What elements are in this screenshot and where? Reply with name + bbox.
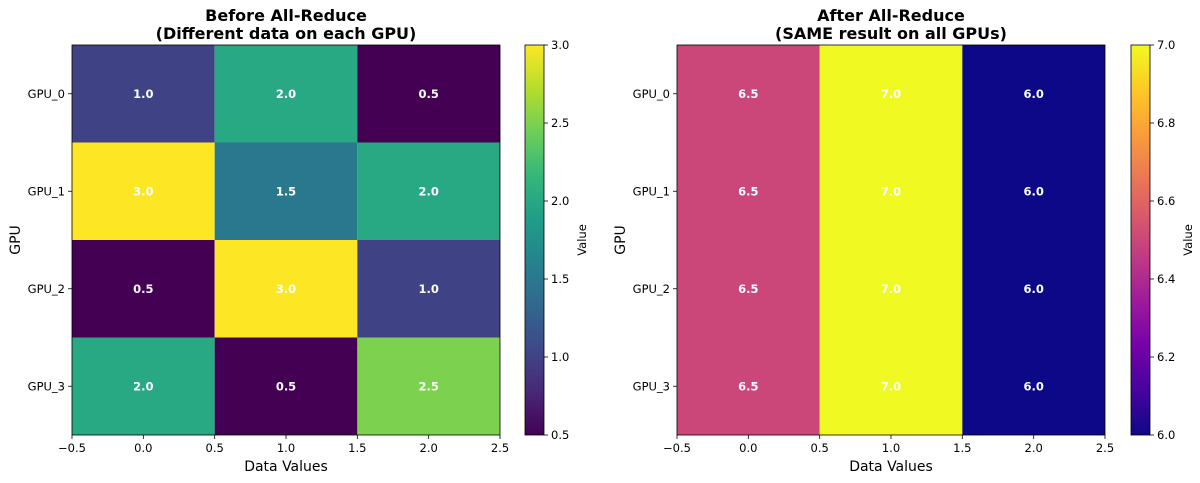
heatmap-cell	[214, 142, 358, 240]
x-tick-label: 0.0	[739, 441, 757, 455]
heatmap-cell	[214, 240, 358, 338]
heatmap-cell	[962, 45, 1105, 143]
heatmap-cell	[357, 142, 500, 240]
colorbar-tick-label: 2.0	[551, 194, 569, 208]
y-tick-label: GPU_2	[633, 282, 670, 296]
colorbar-tick-label: 1.5	[551, 272, 569, 286]
y-tick-label: GPU_3	[633, 379, 670, 393]
cell-value-label: 6.5	[738, 282, 758, 296]
heatmap-cell	[819, 240, 963, 338]
cell-value-label: 1.0	[133, 87, 153, 101]
cell-value-label: 7.0	[881, 282, 901, 296]
cell-value-label: 6.0	[1023, 379, 1043, 393]
cell-value-label: 1.5	[276, 184, 296, 198]
heatmap-cell	[819, 142, 963, 240]
cell-value-label: 6.0	[1023, 282, 1043, 296]
x-tick-label: 0.5	[206, 441, 224, 455]
x-tick-label: 2.0	[1025, 441, 1043, 455]
heatmap-cell	[677, 45, 820, 143]
heatmap-cell	[962, 337, 1105, 435]
y-tick-label: GPU_2	[28, 282, 65, 296]
x-tick-label: −0.5	[58, 441, 86, 455]
cell-value-label: 2.0	[133, 379, 153, 393]
cell-value-label: 7.0	[881, 87, 901, 101]
cell-value-label: 7.0	[881, 379, 901, 393]
x-tick-label: 2.0	[420, 441, 438, 455]
y-tick-label: GPU_3	[28, 379, 65, 393]
x-axis-label: Data Values	[849, 459, 933, 475]
y-axis-label: GPU	[8, 225, 24, 255]
cell-value-label: 6.5	[738, 87, 758, 101]
colorbar	[524, 44, 545, 436]
heatmap-cell	[357, 337, 500, 435]
colorbar-tick-label: 1.0	[551, 350, 569, 364]
y-tick-label: GPU_0	[28, 87, 65, 101]
heatmap-cell	[214, 337, 358, 435]
heatmap-cell	[819, 45, 963, 143]
x-tick-label: 1.0	[277, 441, 295, 455]
heatmap-cell	[677, 240, 820, 338]
x-tick-label: 1.5	[348, 441, 366, 455]
x-tick-label: 0.5	[811, 441, 829, 455]
cell-value-label: 6.0	[1023, 87, 1043, 101]
cell-value-label: 1.0	[418, 282, 438, 296]
cell-value-label: 2.0	[276, 87, 296, 101]
colorbar-tick-label: 6.6	[1157, 194, 1175, 208]
x-tick-label: 2.5	[491, 441, 509, 455]
x-tick-label: 2.5	[1096, 441, 1114, 455]
chart-title-line: After All-Reduce	[817, 6, 965, 25]
colorbar-tick-label: 6.2	[1157, 350, 1175, 364]
y-tick-label: GPU_0	[633, 87, 670, 101]
x-tick-label: 1.5	[953, 441, 971, 455]
heatmap-cell	[72, 142, 215, 240]
heatmap-cell	[72, 337, 215, 435]
heatmap-cell	[962, 240, 1105, 338]
heatmap-cell	[962, 142, 1105, 240]
heatmap-cell	[357, 240, 500, 338]
cell-value-label: 7.0	[881, 184, 901, 198]
y-tick-label: GPU_1	[633, 184, 670, 198]
cell-value-label: 3.0	[276, 282, 296, 296]
heatmap-cell	[72, 45, 215, 143]
y-tick-label: GPU_1	[28, 184, 65, 198]
chart-title-line: (Different data on each GPU)	[156, 24, 417, 43]
cell-value-label: 6.0	[1023, 184, 1043, 198]
chart-1: After All-Reduce(SAME result on all GPUs…	[613, 6, 1195, 475]
x-axis-label: Data Values	[244, 459, 328, 475]
chart-title-line: Before All-Reduce	[205, 6, 367, 25]
heatmap-cell	[72, 240, 215, 338]
heatmap-cell	[819, 337, 963, 435]
x-tick-label: 0.0	[134, 441, 152, 455]
cell-value-label: 3.0	[133, 184, 153, 198]
heatmap-cell	[357, 45, 500, 143]
heatmap-cell	[677, 142, 820, 240]
chart-0: Before All-Reduce(Different data on each…	[8, 6, 589, 475]
cell-value-label: 0.5	[276, 379, 296, 393]
colorbar-tick-label: 2.5	[551, 116, 569, 130]
colorbar-label: Value	[575, 224, 589, 256]
colorbar-tick-label: 6.4	[1157, 272, 1175, 286]
cell-value-label: 2.0	[418, 184, 438, 198]
x-tick-label: −0.5	[663, 441, 691, 455]
cell-value-label: 0.5	[133, 282, 153, 296]
heatmap-cell	[677, 337, 820, 435]
x-tick-label: 1.0	[882, 441, 900, 455]
colorbar-label: Value	[1181, 224, 1195, 256]
cell-value-label: 0.5	[418, 87, 438, 101]
cell-value-label: 2.5	[418, 379, 438, 393]
colorbar-tick-label: 3.0	[551, 38, 569, 52]
colorbar-tick-label: 6.8	[1157, 116, 1175, 130]
chart-title-line: (SAME result on all GPUs)	[775, 24, 1007, 43]
colorbar-tick-label: 6.0	[1157, 428, 1175, 442]
y-axis-label: GPU	[613, 225, 629, 255]
cell-value-label: 6.5	[738, 379, 758, 393]
cell-value-label: 6.5	[738, 184, 758, 198]
colorbar-tick-label: 7.0	[1157, 38, 1175, 52]
heatmap-cell	[214, 45, 358, 143]
colorbar	[1130, 44, 1151, 436]
colorbar-tick-label: 0.5	[551, 428, 569, 442]
